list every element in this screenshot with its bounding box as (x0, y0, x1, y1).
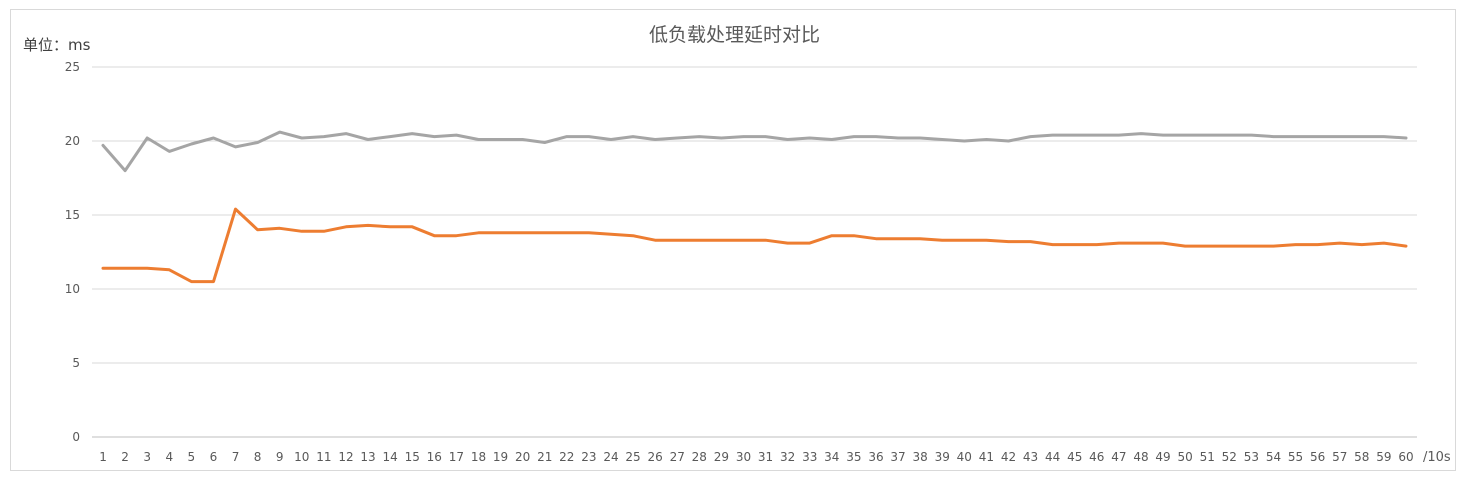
x-tick-label: 4 (165, 450, 173, 464)
x-axis-unit-label: /10s (1423, 450, 1451, 465)
y-tick-label: 25 (65, 60, 80, 74)
x-tick-label: 51 (1200, 450, 1215, 464)
x-tick-label: 60 (1398, 450, 1413, 464)
x-tick-label: 12 (338, 450, 353, 464)
x-tick-label: 32 (780, 450, 795, 464)
x-tick-label: 18 (471, 450, 486, 464)
x-tick-label: 8 (254, 450, 262, 464)
chart-title: 低负载处理延时对比 (648, 24, 820, 46)
y-tick-label: 15 (65, 208, 80, 222)
x-axis-ticks: 1 2 3 4 5 6 7 8 9 10 11 12 13 14 15 16 17 18 19 20 21 22 23 24 2… (99, 450, 1413, 464)
x-tick-label: 24 (603, 450, 618, 464)
x-tick-label: 9 (276, 450, 284, 464)
x-tick-label: 54 (1266, 450, 1281, 464)
x-tick-label: 52 (1222, 450, 1237, 464)
x-tick-label: 25 (625, 450, 640, 464)
x-tick-label: 46 (1089, 450, 1104, 464)
x-tick-label: 2 (121, 450, 129, 464)
y-tick-label: 5 (72, 356, 80, 370)
y-tick-label: 0 (72, 430, 80, 444)
x-tick-label: 39 (935, 450, 950, 464)
x-tick-label: 15 (405, 450, 420, 464)
x-tick-label: 57 (1332, 450, 1347, 464)
x-tick-label: 13 (360, 450, 375, 464)
x-tick-label: 20 (515, 450, 530, 464)
x-tick-label: 17 (449, 450, 464, 464)
x-tick-label: 59 (1376, 450, 1391, 464)
series-lines (101, 130, 1408, 284)
y-axis-ticks: 0 5 10 15 20 25 (65, 60, 80, 444)
x-tick-label: 27 (670, 450, 685, 464)
x-tick-label: 7 (232, 450, 240, 464)
gridlines (92, 66, 1417, 438)
x-tick-label: 45 (1067, 450, 1082, 464)
x-tick-label: 11 (316, 450, 331, 464)
y-tick-label: 20 (65, 134, 80, 148)
x-tick-label: 22 (559, 450, 574, 464)
x-tick-label: 23 (581, 450, 596, 464)
x-tick-label: 19 (493, 450, 508, 464)
x-tick-label: 38 (912, 450, 927, 464)
x-tick-label: 43 (1023, 450, 1038, 464)
x-tick-label: 56 (1310, 450, 1325, 464)
x-tick-label: 55 (1288, 450, 1303, 464)
series-line-2 (101, 207, 1408, 284)
y-axis-unit-label: 单位：ms (23, 36, 91, 54)
x-tick-label: 1 (99, 450, 107, 464)
x-tick-label: 42 (1001, 450, 1016, 464)
x-tick-label: 6 (210, 450, 218, 464)
x-tick-label: 49 (1155, 450, 1170, 464)
x-tick-label: 47 (1111, 450, 1126, 464)
x-tick-label: 16 (427, 450, 442, 464)
x-tick-label: 30 (736, 450, 751, 464)
x-tick-label: 28 (692, 450, 707, 464)
x-tick-label: 36 (868, 450, 883, 464)
x-tick-label: 58 (1354, 450, 1369, 464)
x-tick-label: 5 (188, 450, 196, 464)
x-tick-label: 44 (1045, 450, 1060, 464)
x-tick-label: 29 (714, 450, 729, 464)
x-tick-label: 37 (890, 450, 905, 464)
x-tick-label: 3 (143, 450, 151, 464)
x-tick-label: 14 (382, 450, 397, 464)
x-tick-label: 35 (846, 450, 861, 464)
x-tick-label: 10 (294, 450, 309, 464)
x-tick-label: 31 (758, 450, 773, 464)
x-tick-label: 33 (802, 450, 817, 464)
x-tick-label: 53 (1244, 450, 1259, 464)
x-tick-label: 34 (824, 450, 839, 464)
x-tick-label: 26 (647, 450, 662, 464)
series-line-1 (101, 130, 1408, 173)
x-tick-label: 21 (537, 450, 552, 464)
x-tick-label: 41 (979, 450, 994, 464)
x-tick-label: 40 (957, 450, 972, 464)
x-tick-label: 50 (1177, 450, 1192, 464)
x-tick-label: 48 (1133, 450, 1148, 464)
y-tick-label: 10 (65, 282, 80, 296)
